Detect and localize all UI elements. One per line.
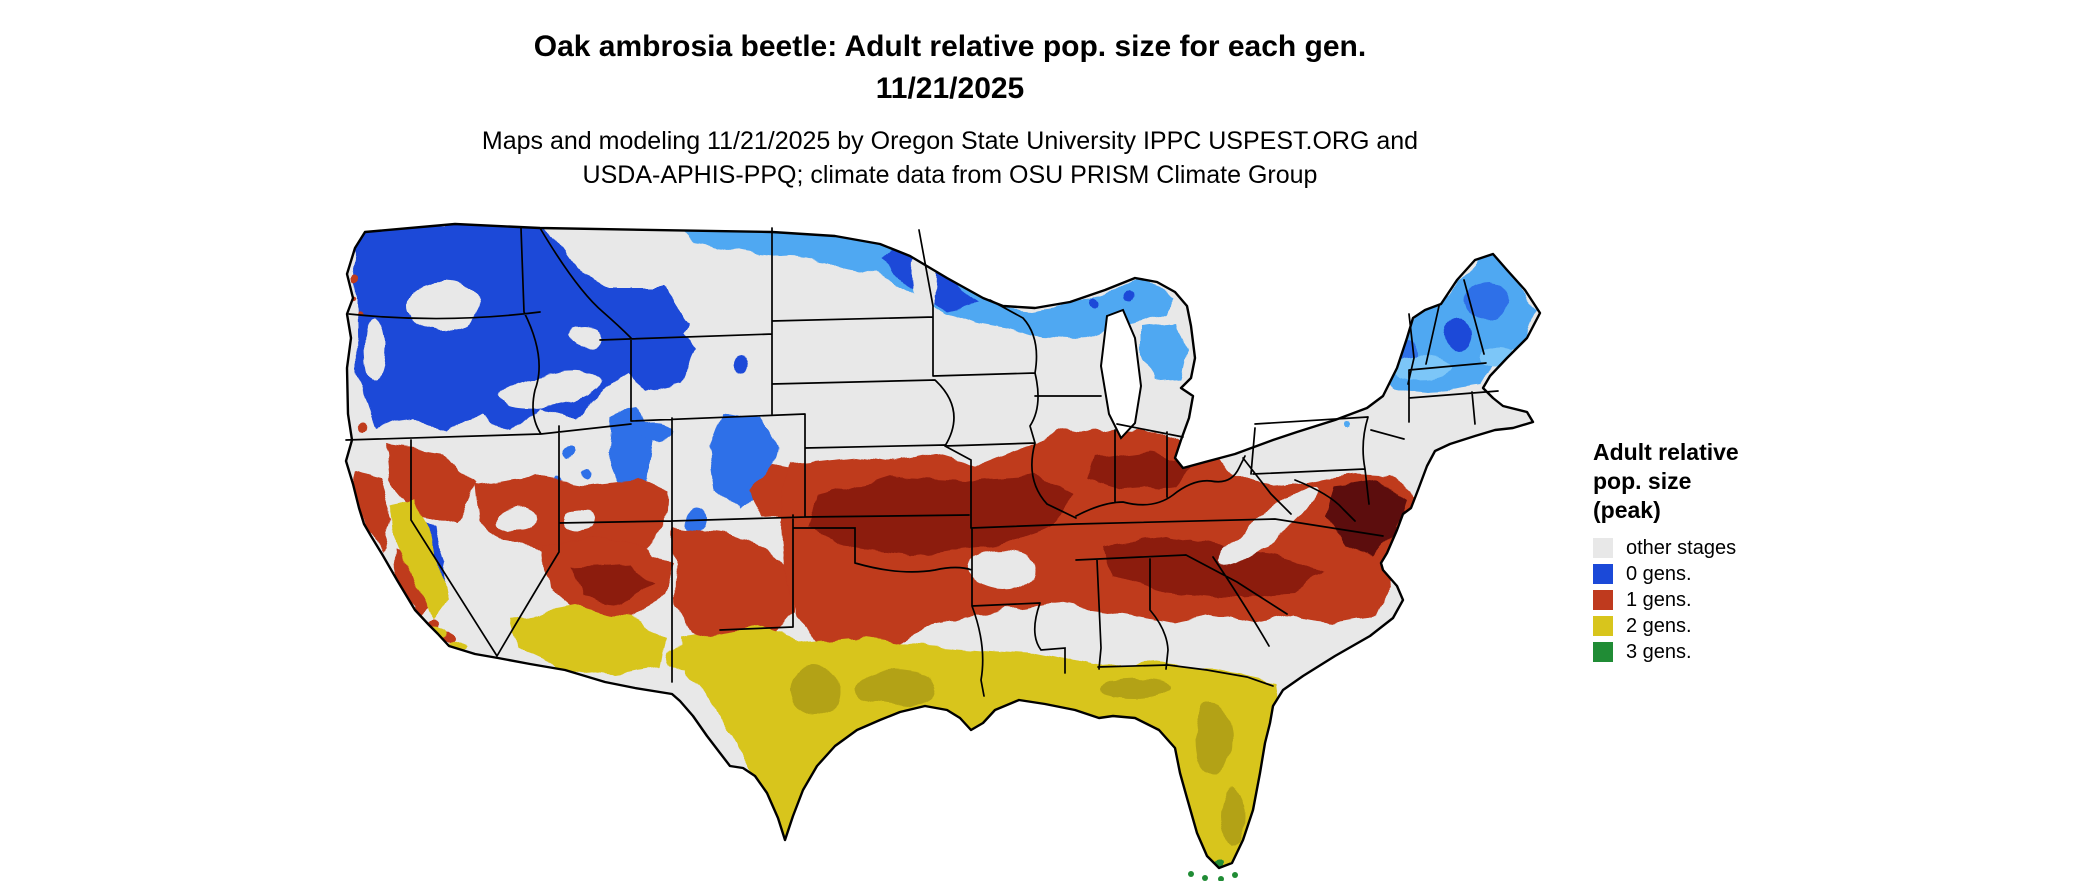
map-fill-regions xyxy=(346,224,1540,868)
legend: Adult relative pop. size (peak) other st… xyxy=(1593,438,1739,665)
legend-swatch-other-stages xyxy=(1593,538,1613,558)
legend-title: Adult relative pop. size (peak) xyxy=(1593,438,1739,525)
legend-swatch-1-gens xyxy=(1593,590,1613,610)
florida-keys-three-gens xyxy=(1188,871,1238,881)
state-borders xyxy=(345,227,1499,697)
legend-label-2-gens: 2 gens. xyxy=(1626,615,1692,637)
legend-item-1-gens: 1 gens. xyxy=(1593,587,1739,613)
one-gen-regions xyxy=(349,274,1420,656)
map-title-line2: 11/21/2025 xyxy=(875,72,1025,105)
legend-item-2-gens: 2 gens. xyxy=(1593,613,1739,639)
map-subtitle-line2: USDA-APHIS-PPQ; climate data from OSU PR… xyxy=(582,161,1318,189)
legend-title-line1: Adult relative xyxy=(1593,439,1739,465)
legend-item-3-gens: 3 gens. xyxy=(1593,639,1739,665)
title-block: Oak ambrosia beetle: Adult relative pop.… xyxy=(0,26,1900,192)
legend-title-line2: pop. size xyxy=(1593,468,1692,494)
legend-label-1-gens: 1 gens. xyxy=(1626,589,1692,611)
map-subtitle-line1: Maps and modeling 11/21/2025 by Oregon S… xyxy=(481,127,1419,155)
us-map xyxy=(344,222,1542,881)
us-outline xyxy=(344,222,1542,870)
legend-item-other-stages: other stages xyxy=(1593,535,1739,561)
legend-swatch-0-gens xyxy=(1593,564,1613,584)
legend-swatch-3-gens xyxy=(1593,642,1613,662)
legend-label-other-stages: other stages xyxy=(1626,537,1737,559)
lake-michigan xyxy=(1099,308,1143,440)
legend-label-3-gens: 3 gens. xyxy=(1626,641,1692,663)
map-title-line1: Oak ambrosia beetle: Adult relative pop.… xyxy=(533,30,1367,63)
subtitle-block: Maps and modeling 11/21/2025 by Oregon S… xyxy=(0,124,1900,192)
legend-label-0-gens: 0 gens. xyxy=(1626,563,1692,585)
legend-item-0-gens: 0 gens. xyxy=(1593,561,1739,587)
legend-swatch-2-gens xyxy=(1593,616,1613,636)
legend-title-line3: (peak) xyxy=(1593,497,1661,523)
legend-items: other stages 0 gens. 1 gens. 2 gens. 3 g… xyxy=(1593,535,1739,665)
